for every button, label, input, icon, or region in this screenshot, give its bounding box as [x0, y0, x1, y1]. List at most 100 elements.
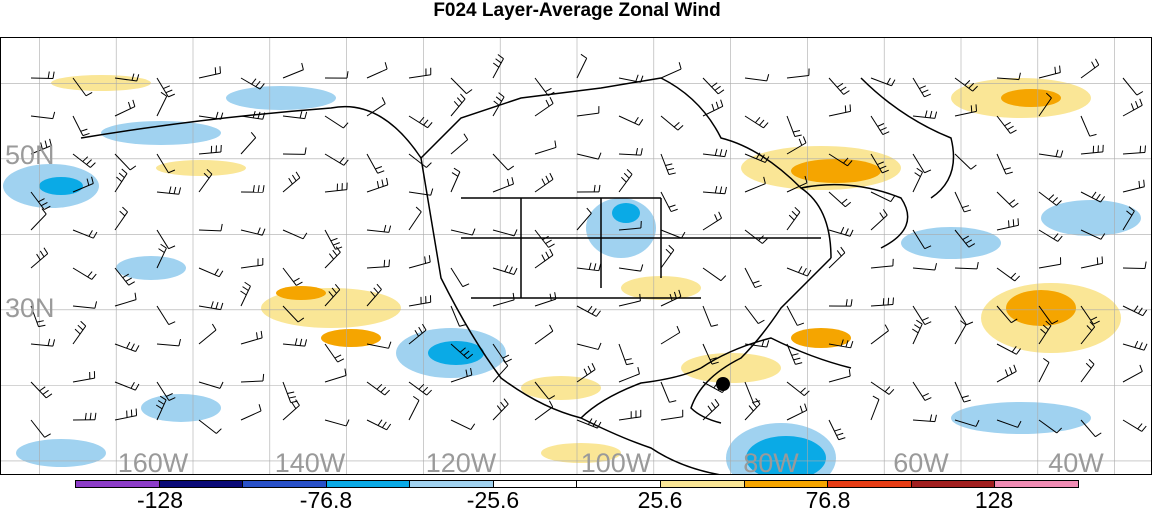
wind-barb — [535, 292, 556, 306]
wind-barb — [619, 410, 641, 420]
wind-barb — [73, 154, 95, 167]
lon-label-140w: 140W — [275, 448, 346, 475]
wind-barb — [199, 301, 223, 309]
wind-barb — [451, 134, 468, 154]
wind-barb — [871, 325, 889, 344]
wind-barb — [535, 173, 553, 192]
wind-barb — [913, 263, 937, 270]
wind-barb — [115, 169, 127, 192]
wind-barb — [661, 326, 680, 344]
wind-barb — [871, 396, 879, 420]
wind-barb — [619, 264, 643, 271]
wind-barb — [703, 78, 724, 94]
wind-barb — [1123, 180, 1144, 192]
wind-barb — [241, 374, 264, 382]
wind-barb — [31, 71, 54, 78]
wind-barb — [325, 247, 340, 268]
wind-barb — [577, 185, 600, 192]
wind-barb — [451, 94, 465, 116]
wind-barb — [325, 183, 347, 192]
wind-barb — [1081, 256, 1103, 268]
wind-barb — [367, 62, 387, 78]
colorbar-label-128: 128 — [975, 487, 1013, 514]
wind-barb — [1081, 359, 1094, 382]
wind-barb — [325, 369, 346, 382]
wind-barb — [745, 306, 764, 324]
wind-barb — [199, 268, 223, 277]
wind-barb — [1123, 365, 1142, 382]
wind-barb — [1081, 59, 1099, 78]
colorbar — [75, 480, 1079, 488]
wind-barb — [451, 78, 472, 94]
wind-barb — [199, 66, 220, 78]
wind-barb — [787, 382, 809, 396]
wind-barb — [31, 420, 51, 437]
wind-barb — [1081, 145, 1103, 154]
wind-barb — [703, 149, 727, 157]
lon-label-160w: 160W — [118, 448, 189, 475]
wind-barb — [73, 268, 96, 279]
wind-barb — [829, 227, 853, 236]
wind-barb — [703, 306, 718, 326]
wind-barb — [955, 382, 971, 402]
wind-barb — [115, 382, 139, 390]
wind-barb — [745, 116, 768, 128]
wind-barb — [661, 382, 676, 402]
wind-barb — [829, 420, 845, 440]
wind-barb — [199, 145, 221, 154]
wind-barb — [787, 68, 809, 78]
wind-barb — [955, 262, 978, 269]
wind-barb — [409, 116, 432, 128]
wind-barb — [240, 282, 250, 306]
colorbar-label-76-8: 76.8 — [806, 487, 851, 514]
wind-barb — [367, 382, 390, 395]
wind-barb — [115, 207, 128, 230]
map-canvas — [1, 38, 1152, 475]
wind-barb — [913, 306, 931, 325]
wind-barb — [31, 382, 52, 398]
wind-barb — [955, 154, 976, 169]
wind-barb — [619, 344, 633, 365]
wind-barb — [745, 382, 760, 402]
wind-barb — [997, 192, 1018, 207]
map-panel: 50N 30N 160W 140W 120W 100W 80W 60W 40W — [0, 37, 1152, 475]
wind-barb — [73, 413, 96, 420]
wind-barb — [1123, 420, 1146, 431]
wind-barb — [1039, 66, 1060, 78]
wind-barb — [115, 409, 137, 420]
wind-barb — [661, 192, 678, 212]
wind-barb — [157, 306, 175, 325]
wind-barb — [241, 404, 261, 420]
wind-barb — [913, 414, 936, 421]
wind-barb — [31, 339, 55, 346]
wind-barb — [661, 62, 681, 78]
wind-barb — [409, 382, 432, 395]
wind-barb — [367, 225, 391, 232]
wind-barb — [1039, 358, 1049, 382]
wind-barb — [745, 74, 769, 81]
wind-barb — [451, 268, 469, 287]
wind-barb — [787, 207, 800, 230]
wind-barb — [619, 148, 642, 155]
wind-barb — [787, 116, 802, 137]
wind-barb — [955, 192, 971, 212]
wind-barb — [493, 177, 513, 192]
wind-barb — [493, 154, 514, 170]
wind-barb — [283, 63, 303, 78]
wind-barb — [409, 68, 431, 78]
wind-barb — [829, 192, 851, 207]
wind-barb — [787, 404, 807, 420]
wind-barb — [367, 178, 388, 192]
wind-barb — [409, 207, 421, 230]
wind-barb — [1039, 192, 1061, 205]
wind-barb — [241, 185, 264, 192]
wind-barb — [745, 268, 762, 288]
wind-barb — [157, 186, 181, 194]
wind-barb — [913, 78, 931, 97]
wind-barb — [493, 293, 514, 306]
wind-barb — [661, 154, 676, 175]
station-marker — [716, 377, 730, 391]
wind-barb — [493, 229, 517, 235]
wind-barb — [1123, 78, 1143, 95]
wind-barb — [535, 97, 553, 116]
